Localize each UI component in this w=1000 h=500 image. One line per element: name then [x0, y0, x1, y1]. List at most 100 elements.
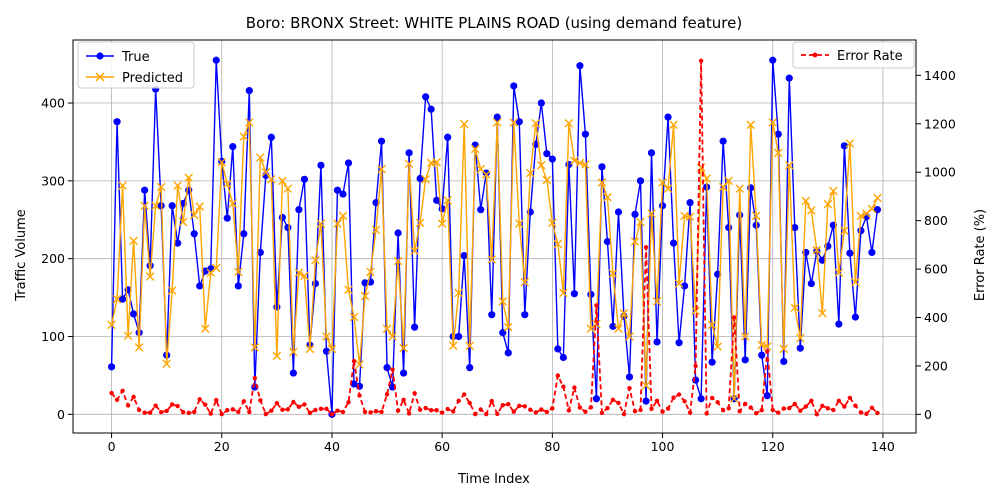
true-point	[653, 338, 661, 346]
predicted-point	[355, 360, 364, 369]
true-point	[317, 161, 325, 169]
error-rate-point	[754, 410, 759, 416]
error-rate-point	[203, 402, 208, 407]
error-rate-point	[247, 409, 252, 415]
true-point	[455, 332, 463, 341]
true-point	[603, 237, 612, 246]
error-rate-point	[258, 398, 263, 403]
error-rate-point	[489, 398, 494, 404]
error-rate-point	[842, 404, 847, 409]
true-point	[658, 202, 667, 210]
error-rate-point	[660, 409, 665, 414]
error-rate-point	[781, 406, 786, 411]
predicted-point	[377, 164, 386, 174]
predicted-point	[520, 277, 530, 287]
y-tick-label: 0	[57, 407, 65, 422]
predicted-point	[162, 359, 171, 369]
predicted-point	[393, 256, 403, 266]
error-rate-point	[544, 409, 550, 415]
error-rate-point	[324, 406, 329, 411]
legend-true-marker	[96, 52, 104, 60]
predicted-point	[421, 175, 430, 184]
predicted-point	[382, 324, 392, 334]
error-rate-point	[417, 407, 423, 412]
predicted-point	[647, 209, 656, 218]
true-point	[791, 223, 799, 232]
true-point	[537, 99, 545, 107]
error-rate-point	[236, 409, 241, 415]
error-rate-point	[770, 407, 775, 413]
error-rate-point	[599, 410, 605, 416]
true-point	[708, 358, 716, 366]
true-point	[295, 206, 303, 214]
y-tick-label: 100	[41, 329, 65, 344]
true-point	[504, 349, 512, 357]
true-point	[488, 311, 496, 319]
error-rate-point	[671, 395, 676, 400]
true-point	[444, 133, 452, 141]
true-point	[190, 230, 198, 238]
error-rate-point	[500, 402, 505, 408]
plot-frame	[72, 39, 917, 434]
error-rate-point	[280, 407, 285, 412]
true-point	[548, 155, 556, 163]
predicted-point	[526, 168, 535, 178]
legend-right: Error Rate	[792, 41, 915, 69]
predicted-point	[531, 118, 541, 128]
predicted-point	[278, 176, 287, 186]
true-point	[664, 113, 672, 121]
error-rate-point	[787, 405, 792, 411]
error-rate-point	[638, 407, 643, 413]
predicted-point	[597, 178, 607, 187]
true-point	[857, 227, 865, 235]
predicted-point	[344, 285, 353, 295]
predicted-point	[840, 226, 849, 235]
error-rate-point	[605, 405, 610, 411]
true-point	[107, 363, 116, 371]
error-rate-point	[583, 409, 588, 414]
true-point	[130, 310, 138, 318]
true-point	[543, 150, 551, 158]
true-point	[267, 133, 275, 141]
error-rate-point	[572, 385, 577, 390]
predicted-point	[729, 394, 739, 404]
true-point	[780, 357, 788, 366]
legend-predicted-marker	[95, 72, 105, 82]
predicted-point	[289, 347, 298, 357]
error-rate-point	[853, 403, 858, 408]
error-rate-point	[820, 403, 825, 409]
true-point	[647, 149, 656, 157]
error-rate-point	[693, 363, 698, 369]
true-point	[769, 56, 777, 64]
error-rate-point	[158, 409, 164, 415]
true-point	[493, 113, 501, 121]
predicted-point	[856, 211, 866, 221]
true-point	[311, 279, 320, 288]
predicted-point	[256, 153, 265, 162]
error-rate-point	[555, 373, 561, 378]
error-rate-point	[313, 407, 318, 413]
predicted-point	[735, 184, 744, 193]
predicted-point	[470, 144, 480, 154]
error-rate-point	[627, 386, 632, 391]
true-point	[118, 295, 127, 303]
predicted-point	[625, 332, 634, 341]
predicted-point	[619, 308, 629, 318]
predicted-point	[641, 381, 651, 390]
error-rate-point	[484, 411, 489, 417]
predicted-point	[184, 173, 194, 183]
y-tick-label: 200	[41, 251, 65, 266]
error-rate-point	[136, 407, 142, 413]
predicted-point	[845, 139, 855, 148]
error-rate-point	[379, 409, 384, 415]
true-point	[466, 364, 474, 372]
predicted-point	[553, 239, 563, 249]
predicted-point	[685, 212, 695, 221]
true-point	[460, 251, 468, 260]
predicted-point	[795, 333, 805, 343]
true-point	[515, 118, 523, 126]
error-rate-point	[616, 400, 621, 406]
error-rate-point	[241, 399, 247, 404]
error-rate-point	[186, 410, 191, 416]
true-point	[697, 395, 705, 403]
